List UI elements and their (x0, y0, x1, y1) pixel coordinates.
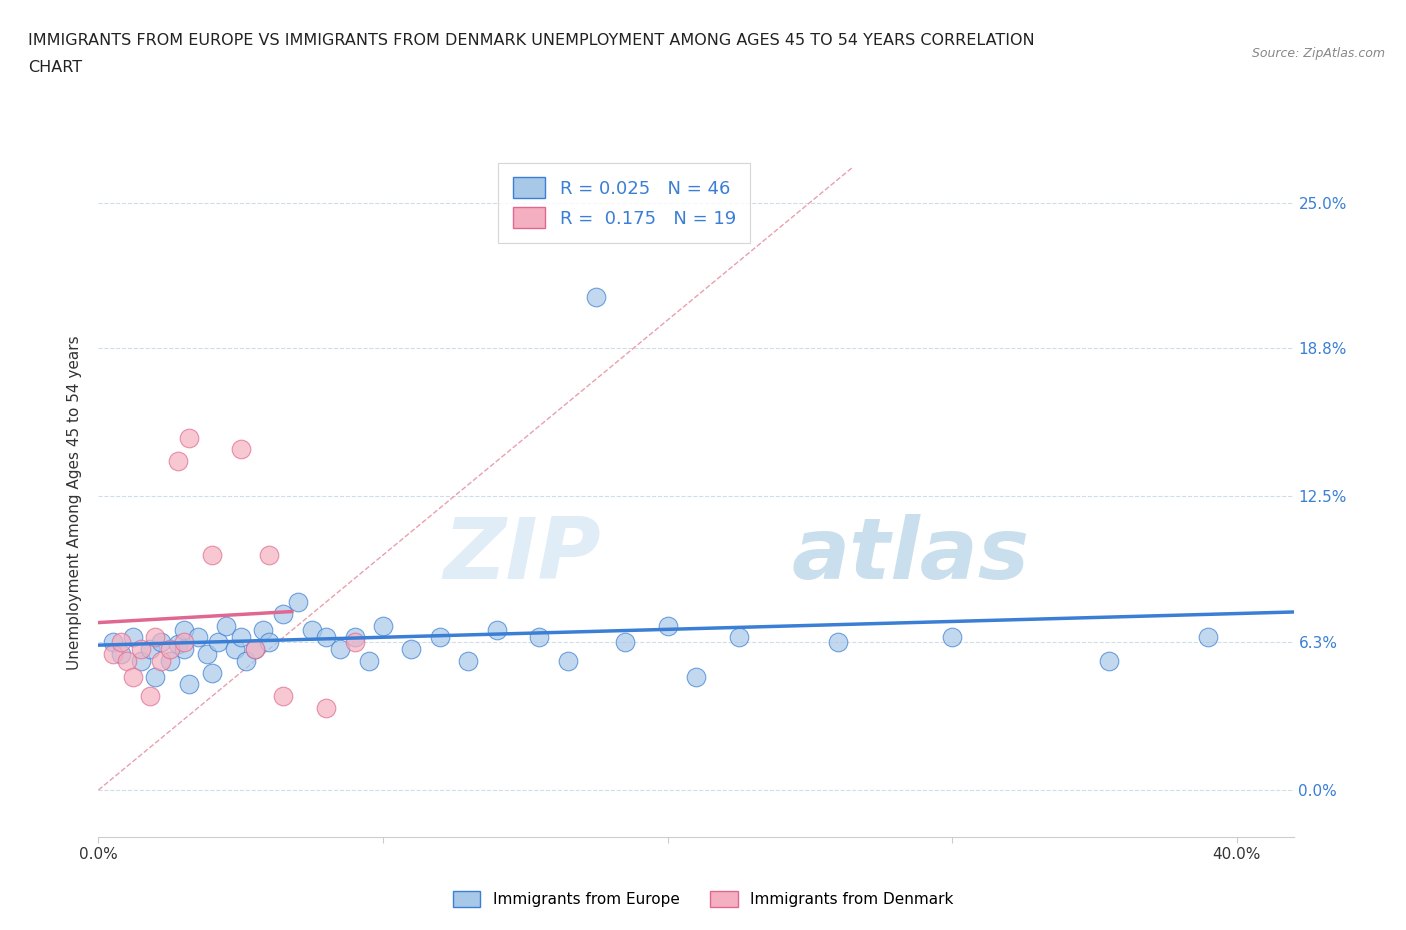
Point (229, 442, 252, 457)
Text: atlas: atlas (792, 514, 1029, 597)
Point (224, 642, 246, 657)
Point (143, 630, 166, 644)
Point (273, 688, 295, 703)
Text: ZIP: ZIP (443, 514, 600, 597)
Point (110, 646, 132, 661)
Point (143, 670, 166, 684)
Point (159, 642, 181, 657)
Point (121, 670, 143, 684)
Point (167, 454, 190, 469)
Point (215, 618, 238, 633)
Point (173, 634, 195, 649)
Point (187, 630, 209, 644)
Point (1097, 654, 1119, 669)
Point (235, 654, 257, 669)
Point (243, 642, 266, 657)
Point (257, 548, 280, 563)
Point (371, 618, 394, 633)
Point (110, 634, 132, 649)
Point (173, 623, 195, 638)
Point (101, 634, 124, 649)
Y-axis label: Unemployment Among Ages 45 to 54 years: Unemployment Among Ages 45 to 54 years (67, 335, 83, 670)
Point (1197, 630, 1219, 644)
Point (173, 642, 195, 657)
Point (557, 654, 579, 669)
Point (129, 654, 152, 669)
Point (273, 606, 295, 621)
Point (257, 634, 280, 649)
Point (357, 654, 380, 669)
Point (457, 654, 479, 669)
Point (150, 634, 173, 649)
Point (301, 623, 323, 638)
Point (159, 654, 181, 669)
Point (115, 654, 138, 669)
Point (243, 642, 266, 657)
Text: IMMIGRANTS FROM EUROPE VS IMMIGRANTS FROM DENMARK UNEMPLOYMENT AMONG AGES 45 TO : IMMIGRANTS FROM EUROPE VS IMMIGRANTS FRO… (28, 33, 1035, 47)
Point (121, 630, 143, 644)
Point (685, 670, 707, 684)
Point (179, 431, 201, 445)
Point (941, 630, 963, 644)
Point (343, 630, 366, 644)
Point (129, 642, 152, 657)
Point (195, 646, 218, 661)
Point (201, 548, 224, 563)
Point (329, 642, 352, 657)
Point (207, 634, 229, 649)
Point (229, 630, 252, 644)
Point (727, 630, 749, 644)
Point (167, 637, 190, 652)
Text: Source: ZipAtlas.com: Source: ZipAtlas.com (1251, 46, 1385, 60)
Point (287, 594, 309, 609)
Point (201, 665, 224, 680)
Point (179, 677, 201, 692)
Point (485, 623, 508, 638)
Point (138, 688, 160, 703)
Point (315, 700, 337, 715)
Point (401, 642, 423, 657)
Point (657, 618, 679, 633)
Point (252, 623, 274, 638)
Point (101, 646, 124, 661)
Point (429, 630, 451, 644)
Text: CHART: CHART (28, 60, 82, 75)
Point (827, 634, 849, 649)
Point (343, 634, 366, 649)
Legend: Immigrants from Europe, Immigrants from Denmark: Immigrants from Europe, Immigrants from … (447, 884, 959, 913)
Point (613, 634, 636, 649)
Point (585, 289, 607, 304)
Legend: R = 0.025   N = 46, R =  0.175   N = 19: R = 0.025 N = 46, R = 0.175 N = 19 (498, 163, 751, 243)
Point (138, 642, 160, 657)
Point (150, 654, 173, 669)
Point (529, 630, 551, 644)
Point (315, 630, 337, 644)
